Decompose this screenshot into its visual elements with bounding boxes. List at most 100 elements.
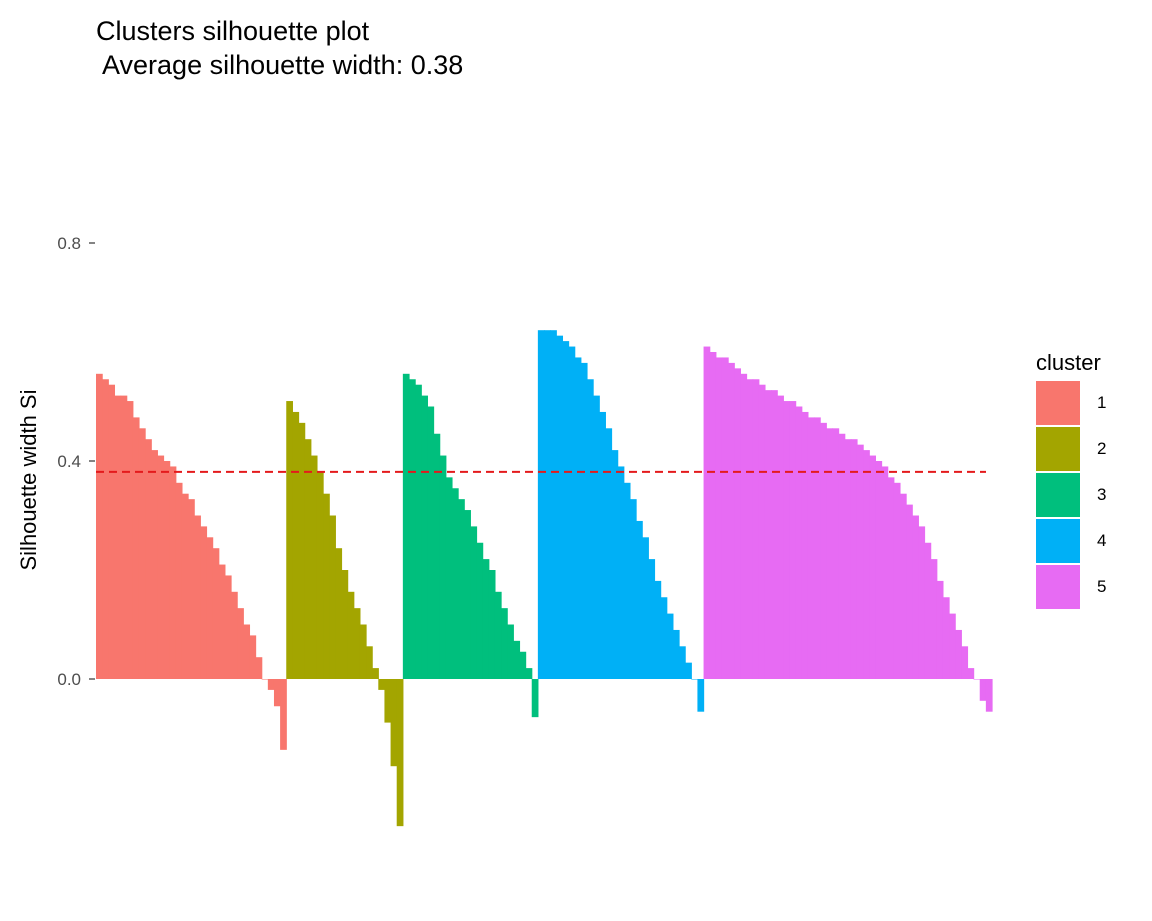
legend-key-swatch: [1036, 473, 1080, 517]
bar-cluster-5-31: [893, 482, 901, 679]
bar-cluster-3-1: [408, 379, 416, 679]
bar-cluster-1-7: [138, 428, 146, 679]
bar-cluster-2-0: [286, 401, 293, 679]
bar-cluster-5-13: [783, 401, 791, 679]
bar-cluster-5-32: [899, 493, 907, 679]
bar-cluster-4-26: [697, 679, 705, 712]
legend: cluster 1 2 3 4 5: [1036, 346, 1106, 610]
chart-title: Clusters silhouette plot: [96, 16, 370, 46]
bar-cluster-1-27: [261, 679, 269, 680]
bar-cluster-5-40: [949, 613, 956, 679]
bar-cluster-2-4: [310, 455, 318, 679]
legend-label: 2: [1097, 439, 1107, 458]
bar-cluster-1-14: [181, 493, 189, 679]
bar-cluster-2-12: [359, 624, 367, 679]
bar-cluster-4-2: [550, 330, 557, 679]
bar-cluster-4-25: [691, 679, 699, 680]
bar-cluster-1-11: [163, 461, 171, 679]
bar-cluster-5-25: [856, 444, 864, 679]
legend-label: 4: [1097, 531, 1107, 550]
legend-label: 5: [1097, 577, 1107, 596]
bar-cluster-4-14: [623, 482, 631, 679]
bar-cluster-1-15: [188, 499, 195, 679]
bar-cluster-3-8: [451, 488, 459, 679]
bar-cluster-4-1: [544, 330, 551, 679]
bar-cluster-4-5: [568, 346, 576, 679]
chart-subtitle: Average silhouette width: 0.38: [96, 50, 464, 80]
legend-item-cluster-2: 2: [1036, 426, 1106, 472]
y-tick-label: 0.4: [57, 452, 81, 471]
bar-cluster-5-0: [703, 346, 711, 679]
bar-cluster-5-9: [758, 384, 766, 679]
bar-cluster-5-23: [844, 439, 852, 679]
bar-cluster-5-26: [863, 450, 870, 679]
bar-cluster-2-16: [384, 679, 392, 723]
bar-cluster-5-5: [734, 368, 741, 679]
bar-cluster-4-3: [556, 335, 564, 679]
bar-cluster-3-14: [488, 570, 496, 679]
bar-cluster-1-28: [267, 679, 275, 690]
bar-cluster-3-19: [519, 651, 527, 679]
bar-cluster-5-1: [709, 352, 717, 679]
bar-cluster-3-3: [421, 395, 428, 679]
bar-cluster-1-3: [114, 395, 122, 679]
bar-cluster-5-44: [973, 679, 981, 680]
bar-cluster-1-6: [132, 417, 140, 679]
bar-cluster-3-9: [458, 499, 465, 679]
bar-cluster-1-5: [126, 401, 134, 679]
bar-cluster-3-2: [415, 384, 422, 679]
legend-title: cluster: [1036, 350, 1101, 375]
legend-item-cluster-3: 3: [1036, 472, 1106, 518]
bar-cluster-5-15: [795, 406, 803, 679]
bar-cluster-4-22: [672, 629, 680, 679]
bar-cluster-4-21: [666, 613, 674, 679]
bar-cluster-5-19: [820, 422, 827, 679]
bar-cluster-3-12: [476, 542, 484, 679]
bar-cluster-3-0: [402, 373, 410, 679]
bar-cluster-4-20: [660, 597, 668, 679]
bar-cluster-5-34: [912, 515, 919, 679]
bar-cluster-5-11: [771, 390, 778, 679]
bar-cluster-1-9: [151, 450, 158, 679]
y-tick-label: 0.0: [57, 670, 81, 689]
bar-cluster-2-2: [298, 422, 306, 679]
bar-cluster-2-7: [329, 515, 336, 679]
bar-cluster-1-0: [96, 373, 103, 679]
bar-cluster-5-41: [955, 629, 962, 679]
bar-cluster-3-20: [525, 668, 533, 679]
legend-label: 3: [1097, 485, 1107, 504]
bar-cluster-4-11: [605, 428, 613, 679]
bar-cluster-3-17: [507, 624, 514, 679]
legend-item-cluster-4: 4: [1036, 518, 1106, 564]
bar-cluster-1-1: [102, 379, 109, 679]
bar-cluster-3-15: [494, 591, 502, 679]
bar-cluster-2-14: [372, 668, 379, 679]
bar-cluster-3-5: [433, 433, 441, 679]
bar-cluster-3-16: [501, 608, 508, 679]
bar-cluster-4-24: [685, 662, 692, 679]
bar-cluster-5-22: [838, 433, 846, 679]
bar-cluster-3-10: [464, 510, 471, 679]
bar-cluster-2-1: [292, 411, 300, 679]
bar-cluster-3-7: [445, 477, 453, 679]
legend-item-cluster-1: 1: [1036, 380, 1106, 426]
bar-cluster-1-8: [145, 439, 152, 679]
bar-cluster-4-19: [654, 580, 662, 679]
bar-cluster-4-13: [617, 466, 625, 679]
bar-cluster-2-17: [390, 679, 398, 767]
bar-cluster-4-7: [580, 362, 588, 679]
bar-cluster-1-24: [243, 624, 251, 679]
bar-cluster-5-20: [826, 428, 834, 679]
bar-cluster-3-21: [531, 679, 539, 718]
bar-cluster-1-30: [280, 679, 287, 750]
bar-cluster-4-12: [611, 450, 619, 679]
bar-cluster-5-17: [807, 417, 815, 679]
bar-cluster-5-16: [801, 411, 809, 679]
bar-cluster-2-11: [353, 608, 361, 679]
bar-cluster-5-2: [715, 357, 723, 679]
bar-cluster-5-8: [752, 379, 760, 679]
bar-cluster-5-24: [850, 439, 858, 679]
bar-cluster-1-4: [120, 395, 128, 679]
bar-cluster-4-6: [574, 357, 582, 679]
bar-cluster-3-18: [513, 640, 521, 679]
